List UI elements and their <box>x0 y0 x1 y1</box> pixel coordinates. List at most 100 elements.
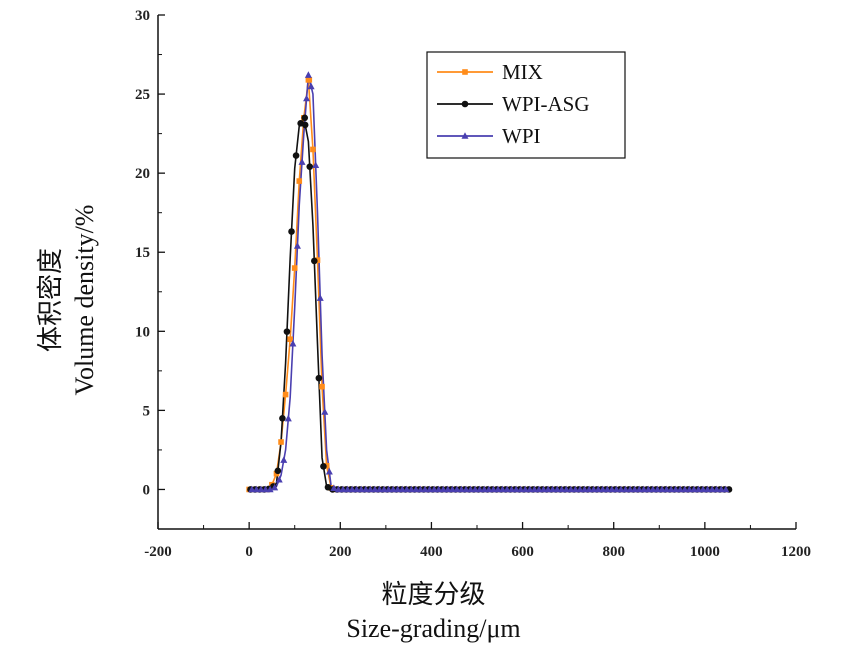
data-point-wpi <box>608 485 616 493</box>
data-point-wpi <box>480 485 488 493</box>
data-point-wpi <box>303 94 311 102</box>
y-tick-label: 15 <box>135 245 150 261</box>
data-point-wpi <box>494 485 502 493</box>
data-point-wpi <box>694 485 702 493</box>
data-point-wpi <box>622 485 630 493</box>
data-point-wpi <box>699 485 707 493</box>
data-point-wpi <box>407 485 415 493</box>
legend-item-mix: MIX <box>437 60 543 84</box>
data-point-wpi <box>713 485 721 493</box>
data-point-wpi <box>344 485 352 493</box>
data-point-wpi-asg <box>274 467 282 475</box>
data-point-wpi <box>489 485 497 493</box>
legend-item-wpi: WPI <box>437 124 541 148</box>
legend-item-wpi-asg: WPI-ASG <box>437 92 590 116</box>
data-point-wpi <box>640 485 648 493</box>
data-point-wpi-asg <box>283 328 291 335</box>
y-tick-label: 0 <box>143 482 151 498</box>
data-point-wpi <box>430 485 438 493</box>
data-point-wpi <box>704 485 712 493</box>
data-point-wpi <box>544 485 552 493</box>
x-tick-label: 200 <box>329 544 352 560</box>
data-point-wpi <box>339 485 347 493</box>
data-point-wpi <box>467 485 475 493</box>
axes: 0 5 10 15 20 25 30 -200 0 200 400 600 800 1000 1200 <box>135 8 811 560</box>
data-point-wpi <box>499 485 507 493</box>
data-point-wpi <box>458 485 466 493</box>
data-point-wpi <box>676 485 684 493</box>
legend-label-wpi: WPI <box>502 124 541 148</box>
data-point-wpi <box>617 485 625 493</box>
data-point-wpi <box>284 414 292 422</box>
data-point-wpi <box>476 485 484 493</box>
data-point-wpi <box>503 485 511 493</box>
x-axis-title-en: Size-grading/μm <box>346 614 521 643</box>
data-point-wpi <box>517 485 525 493</box>
data-point-wpi <box>672 485 680 493</box>
data-point-wpi <box>426 485 434 493</box>
data-point-wpi-asg <box>315 374 323 382</box>
data-point-wpi <box>612 485 620 493</box>
data-point-wpi <box>325 467 333 475</box>
legend: MIX WPI-ASG WPI <box>426 51 626 159</box>
data-point-wpi <box>252 485 260 493</box>
data-point-wpi <box>366 485 374 493</box>
y-tick-label: 20 <box>135 166 150 182</box>
data-point-wpi <box>439 485 447 493</box>
data-point-wpi-asg <box>288 228 295 235</box>
data-point-mix <box>319 383 325 390</box>
data-point-wpi <box>403 485 411 493</box>
data-point-wpi <box>321 408 329 415</box>
data-point-wpi <box>353 485 361 493</box>
legend-marker-wpi-asg <box>461 100 469 108</box>
x-tick-label: 0 <box>245 544 253 560</box>
data-point-wpi <box>371 485 379 493</box>
data-point-wpi <box>394 485 402 493</box>
data-point-wpi <box>271 483 279 491</box>
data-point-wpi <box>444 485 452 493</box>
x-tick-label: 1200 <box>781 544 811 560</box>
data-point-wpi <box>585 485 593 493</box>
data-point-wpi <box>275 475 283 483</box>
data-point-wpi <box>293 242 301 249</box>
y-axis-title-en: Volume density/% <box>70 204 99 396</box>
data-point-wpi <box>590 485 598 493</box>
y-tick-label: 5 <box>143 403 151 419</box>
data-point-mix <box>282 391 289 398</box>
data-point-wpi <box>663 485 671 493</box>
data-point-wpi <box>690 485 698 493</box>
data-point-wpi <box>644 485 652 493</box>
x-tick-label: 800 <box>602 544 625 560</box>
y-tick-label: 30 <box>135 8 150 24</box>
peak-point-mix <box>306 77 313 83</box>
data-point-wpi <box>631 485 639 493</box>
peak-point-wpi-asg <box>301 114 309 122</box>
data-point-wpi <box>549 485 557 493</box>
data-point-wpi <box>571 485 579 493</box>
data-point-wpi <box>307 82 315 90</box>
data-point-wpi <box>266 485 274 493</box>
data-point-wpi <box>421 485 429 493</box>
legend-box <box>426 51 626 159</box>
data-point-wpi-asg <box>279 414 286 422</box>
data-point-wpi <box>567 485 575 493</box>
data-point-wpi <box>521 485 529 493</box>
data-point-wpi <box>412 485 420 493</box>
data-point-wpi <box>540 485 548 493</box>
peak-point-wpi <box>304 71 312 78</box>
data-point-wpi <box>389 485 397 493</box>
data-point-wpi <box>526 485 534 493</box>
data-point-wpi <box>435 485 443 493</box>
y-axis-title-cn: 体积密度 <box>36 248 65 353</box>
legend-marker-wpi <box>461 132 469 139</box>
data-point-wpi <box>453 485 461 493</box>
data-point-wpi <box>603 485 611 493</box>
legend-label-mix: MIX <box>502 60 543 84</box>
data-point-wpi <box>398 485 406 493</box>
legend-marker-mix <box>462 69 468 75</box>
data-point-wpi <box>485 485 493 493</box>
data-point-wpi <box>626 485 634 493</box>
data-point-wpi <box>681 485 689 493</box>
data-point-wpi <box>553 485 561 493</box>
